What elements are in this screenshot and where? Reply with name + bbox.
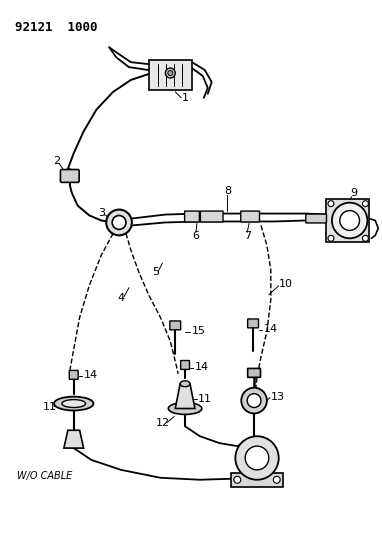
- Circle shape: [112, 215, 126, 229]
- Text: 13: 13: [271, 392, 285, 402]
- Circle shape: [165, 68, 175, 78]
- Circle shape: [241, 387, 267, 414]
- Ellipse shape: [54, 397, 94, 410]
- Ellipse shape: [180, 381, 190, 387]
- Text: 12: 12: [155, 418, 170, 429]
- FancyBboxPatch shape: [248, 368, 261, 377]
- Circle shape: [328, 201, 334, 207]
- Polygon shape: [175, 384, 195, 408]
- Circle shape: [363, 236, 368, 241]
- Text: 7: 7: [244, 231, 251, 241]
- Circle shape: [363, 201, 368, 207]
- Text: 14: 14: [84, 370, 98, 380]
- FancyBboxPatch shape: [181, 360, 189, 369]
- FancyBboxPatch shape: [241, 211, 259, 222]
- Text: 8: 8: [224, 186, 231, 196]
- FancyBboxPatch shape: [185, 211, 199, 222]
- Circle shape: [247, 394, 261, 408]
- FancyBboxPatch shape: [326, 199, 369, 243]
- Text: 9: 9: [350, 188, 357, 198]
- Circle shape: [235, 436, 279, 480]
- Circle shape: [332, 203, 367, 238]
- Circle shape: [273, 477, 280, 483]
- Ellipse shape: [168, 402, 202, 415]
- FancyBboxPatch shape: [201, 211, 223, 222]
- Text: 11: 11: [198, 393, 212, 403]
- FancyBboxPatch shape: [149, 60, 192, 90]
- FancyBboxPatch shape: [60, 169, 79, 182]
- Text: W/O CABLE: W/O CABLE: [16, 471, 72, 481]
- Text: 14: 14: [195, 362, 209, 372]
- Text: 6: 6: [193, 231, 199, 241]
- FancyBboxPatch shape: [231, 473, 283, 487]
- Circle shape: [106, 209, 132, 236]
- Polygon shape: [64, 430, 84, 448]
- Circle shape: [168, 70, 173, 76]
- Text: 3: 3: [98, 207, 105, 217]
- Circle shape: [328, 236, 334, 241]
- FancyBboxPatch shape: [306, 214, 327, 223]
- Text: 2: 2: [53, 156, 60, 166]
- Circle shape: [245, 446, 269, 470]
- Text: 15: 15: [192, 326, 206, 336]
- Text: 10: 10: [279, 279, 293, 289]
- Ellipse shape: [62, 400, 86, 408]
- Circle shape: [340, 211, 359, 230]
- Text: 92121  1000: 92121 1000: [15, 21, 97, 34]
- FancyBboxPatch shape: [170, 321, 181, 330]
- FancyBboxPatch shape: [248, 319, 259, 328]
- FancyBboxPatch shape: [69, 370, 78, 379]
- Text: 5: 5: [152, 267, 159, 277]
- Text: 4: 4: [118, 293, 125, 303]
- Text: 11: 11: [43, 401, 57, 411]
- Circle shape: [234, 477, 241, 483]
- Text: 1: 1: [181, 93, 189, 103]
- Text: 16: 16: [236, 445, 250, 455]
- Text: 14: 14: [264, 325, 278, 334]
